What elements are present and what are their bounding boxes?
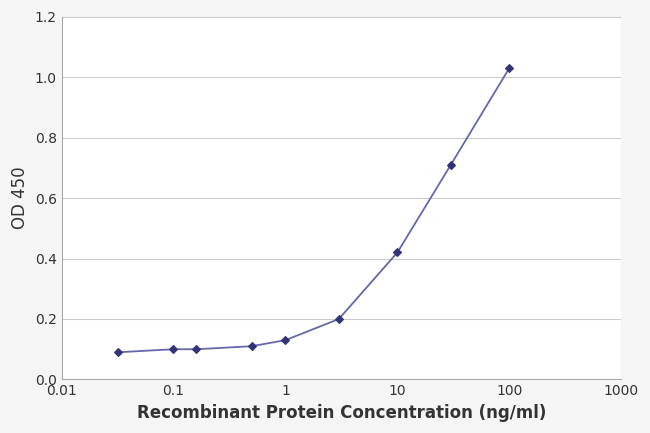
Y-axis label: OD 450: OD 450 (11, 167, 29, 229)
X-axis label: Recombinant Protein Concentration (ng/ml): Recombinant Protein Concentration (ng/ml… (136, 404, 546, 422)
